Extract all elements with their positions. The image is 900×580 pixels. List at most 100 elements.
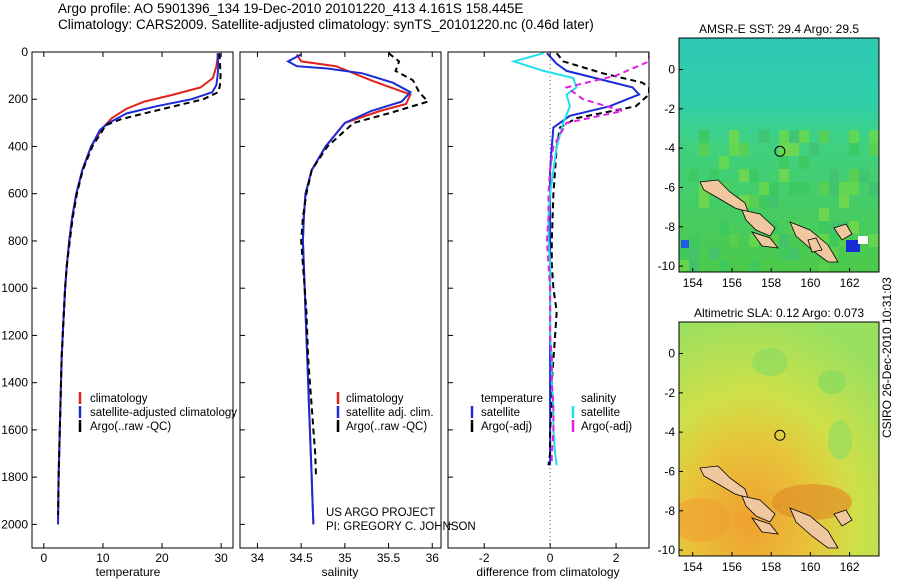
sst-cell <box>699 143 709 156</box>
x-tick-label: 35 <box>338 551 352 565</box>
legend-label: satellite-adjusted climatology <box>90 407 237 419</box>
difference-legend: temperature satellite Argo(-adj) salinit… <box>470 393 632 433</box>
sst-cold-cell <box>681 240 689 248</box>
sst-cell <box>839 234 849 247</box>
sst-map-title: AMSR-E SST: 29.4 Argo: 29.5 <box>699 22 859 36</box>
sst-cell <box>729 130 739 143</box>
sst-cold-cell <box>846 240 860 252</box>
sst-cell <box>689 260 699 272</box>
sst-cell <box>769 182 779 195</box>
map-x-tick-label: 154 <box>683 276 703 290</box>
sst-cell <box>769 234 779 247</box>
map-x-tick-label: 160 <box>800 276 820 290</box>
sst-cell <box>819 234 829 247</box>
sst-missing-cell <box>858 236 868 244</box>
series-line-argo-raw-qc- <box>57 53 222 515</box>
salinity-legend: climatology satellite adj. clim. Argo(..… <box>336 392 434 433</box>
sst-cell <box>679 247 689 260</box>
sst-cell <box>719 260 729 272</box>
x-tick-label: 34.5 <box>289 551 313 565</box>
map-x-tick-label: 156 <box>722 560 742 574</box>
map-x-tick-label: 156 <box>722 276 742 290</box>
y-tick-label: 1800 <box>1 470 28 484</box>
sst-cell <box>809 143 819 156</box>
temperature-axes-box <box>31 51 234 549</box>
map-y-tick-label: -4 <box>664 141 675 155</box>
sst-cell <box>779 156 789 169</box>
sst-cell <box>799 130 809 143</box>
sst-map: AMSR-E SST: 29.4 Argo: 29.5 154 156 158 160… <box>658 22 880 290</box>
x-tick-label: 2 <box>613 551 620 565</box>
sst-cell <box>749 169 759 182</box>
sst-cell <box>839 182 849 195</box>
legend-label: Argo(-adj) <box>481 421 532 433</box>
map-y-tick-label: -10 <box>658 543 676 557</box>
sst-cell <box>829 221 839 234</box>
sst-cell <box>819 208 829 221</box>
sst-cell <box>709 247 719 260</box>
credit-line1: US ARGO PROJECT <box>326 507 435 519</box>
salinity-panel: 34 34.5 35 35.5 36 salinity climatology sate… <box>239 51 476 579</box>
sst-cell <box>849 221 859 234</box>
sst-map-frame <box>678 37 880 273</box>
x-tick-label: 0 <box>40 551 47 565</box>
sst-cell <box>689 247 699 260</box>
sst-cell <box>749 260 759 272</box>
sst-cell <box>719 156 729 169</box>
x-tick-label: 20 <box>155 551 169 565</box>
sst-cell <box>789 143 799 156</box>
sst-cell <box>759 195 769 208</box>
sst-cell <box>689 169 699 182</box>
sst-cell <box>869 182 879 195</box>
sst-field-blocks <box>679 130 879 272</box>
sst-cell <box>789 130 799 143</box>
y-tick-label: 1000 <box>1 281 28 295</box>
map-x-tick-label: 158 <box>761 560 781 574</box>
y-tick-label: 1200 <box>1 328 28 342</box>
series-line-salinity-argo-adj- <box>545 53 649 466</box>
map-y-tick-label: -4 <box>664 425 675 439</box>
sst-cell <box>829 234 839 247</box>
map-x-tick-label: 162 <box>840 276 860 290</box>
legend-label: satellite adj. clim. <box>346 407 434 419</box>
sst-cell <box>779 247 789 260</box>
legend-label: Argo(..raw -QC) <box>90 421 171 433</box>
x-tick-label: 0 <box>547 551 554 565</box>
x-tick-label: 34 <box>251 551 265 565</box>
x-tick-label: 10 <box>96 551 110 565</box>
map-x-tick-label: 154 <box>683 560 703 574</box>
sst-cell <box>789 247 799 260</box>
sst-cell <box>819 260 829 272</box>
x-tick-label: 36 <box>426 551 440 565</box>
sst-cell <box>829 182 839 195</box>
sst-cell <box>749 195 759 208</box>
series-line-argo-raw-qc- <box>300 52 430 478</box>
sla-map-frame <box>678 321 880 557</box>
sst-cell <box>739 195 749 208</box>
sst-cell <box>829 169 839 182</box>
sst-cell <box>819 182 829 195</box>
map-y-tick-label: -2 <box>664 386 675 400</box>
y-tick-label: 1400 <box>1 376 28 390</box>
salinity-axes-box <box>239 51 442 549</box>
sst-cell <box>869 143 879 156</box>
difference-panel: -2 0 2 difference from climatology tempera… <box>447 51 650 579</box>
sst-cell <box>749 234 759 247</box>
series-line-satellite <box>286 53 413 525</box>
map-y-tick-label: -8 <box>664 504 675 518</box>
series-line-temperature-argo-adj- <box>547 52 649 466</box>
temperature-legend: climatology satellite-adjusted climatolo… <box>78 392 237 433</box>
sst-cell <box>789 182 799 195</box>
sst-cell <box>779 234 789 247</box>
legend-label: climatology <box>346 393 404 405</box>
sst-cell <box>799 156 809 169</box>
map-x-tick-label: 158 <box>761 276 781 290</box>
sst-cell <box>719 221 729 234</box>
series-line-climatology <box>295 53 412 525</box>
sst-cell <box>849 130 859 143</box>
sst-cell <box>759 130 769 143</box>
sst-cell <box>709 169 719 182</box>
sst-cell <box>779 143 789 156</box>
x-tick-label: 35.5 <box>377 551 401 565</box>
map-y-tick-label: 0 <box>668 62 675 76</box>
